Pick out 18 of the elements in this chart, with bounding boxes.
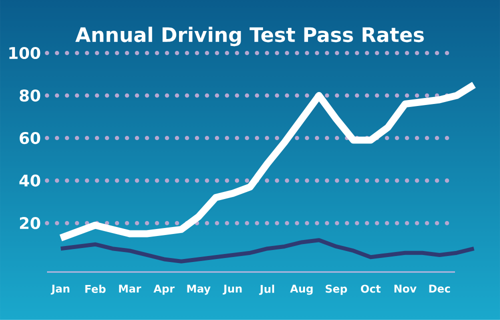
- x-tick-label: Jan: [50, 284, 70, 295]
- y-tick-label: 20: [20, 217, 40, 230]
- y-tick-label: 60: [20, 132, 40, 144]
- x-tick-label: Aug: [290, 284, 313, 295]
- x-tick-label: Sep: [326, 284, 348, 295]
- x-tick-label: Oct: [360, 284, 381, 293]
- x-tick-label: Nov: [394, 284, 417, 293]
- x-tick-label: Dec: [429, 284, 450, 293]
- x-tick-label: Apr: [154, 284, 175, 295]
- y-tick-label: 100: [9, 46, 40, 60]
- x-tick-label: Jun: [222, 284, 242, 295]
- x-tick-label: May: [187, 284, 211, 295]
- x-tick-label: Mar: [119, 284, 142, 293]
- y-tick-label: 80: [20, 89, 40, 102]
- y-tick-label: 40: [19, 174, 40, 187]
- x-tick-label: Feb: [85, 284, 106, 293]
- chart-title: Annual Driving Test Pass Rates: [75, 26, 424, 46]
- x-tick-label: Jul: [259, 284, 274, 295]
